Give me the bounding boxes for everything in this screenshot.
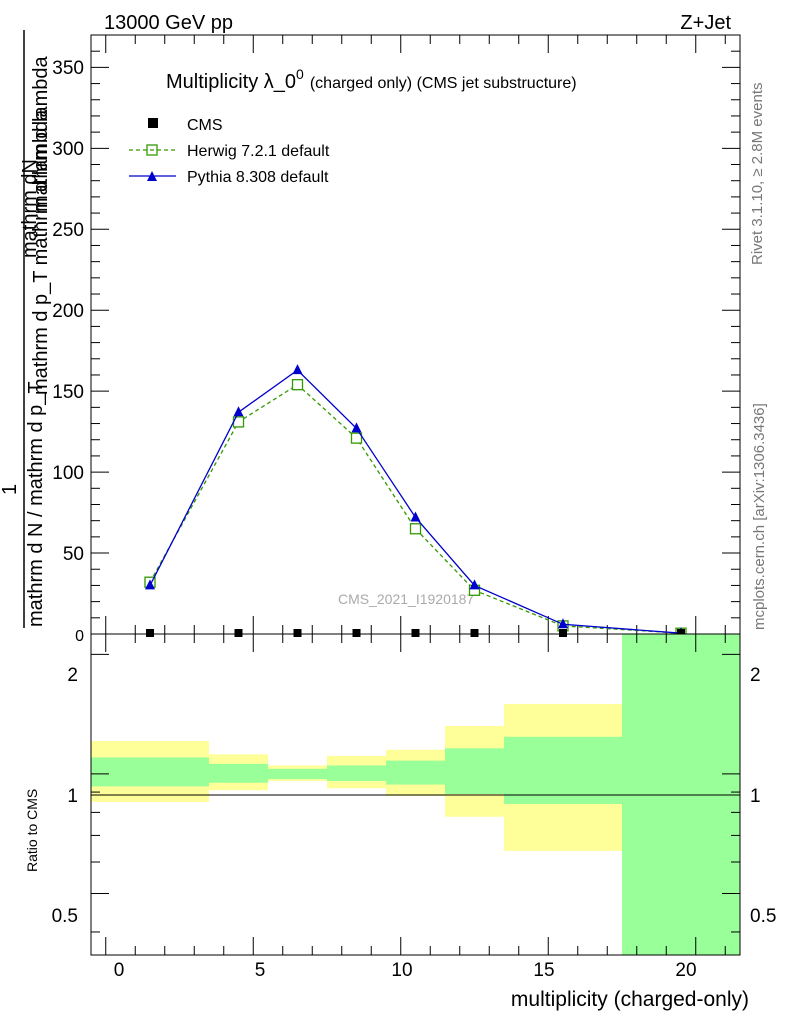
x-tick-label: 0	[114, 960, 125, 981]
legend-label-cms: CMS	[187, 117, 223, 134]
x-tick-label: 10	[391, 960, 412, 981]
y-label-lambda: mathrm d lambda	[30, 56, 52, 212]
chart-title: Multiplicity λ_00 (charged only) (CMS jet…	[166, 66, 577, 93]
y-tick-label-zero: 0	[75, 628, 84, 645]
series-pythia-line	[149, 369, 682, 634]
x-tick-label: 20	[675, 960, 696, 981]
y-tick-label: 250	[52, 220, 84, 241]
main-y-axis-label: mathrm dN mathrm d lambda mathrm d p_T m…	[0, 30, 52, 628]
data-point	[293, 629, 302, 637]
legend-marker-herwig	[146, 144, 158, 156]
data-point	[291, 379, 304, 391]
data-point	[234, 629, 243, 637]
data-point	[677, 629, 685, 637]
data-point	[409, 523, 422, 535]
y-label-one: 1	[0, 484, 21, 495]
ratio-y-tick-label-right: 0.5	[750, 906, 776, 927]
y-tick-label: 200	[52, 301, 84, 322]
series-herwig-line	[149, 383, 682, 634]
main-ticks	[91, 35, 740, 635]
series-pythia	[145, 364, 686, 638]
main-panel: 50 100 150 200 250 300 350 0 mathrm dN m…	[0, 30, 741, 645]
legend-label-pythia: Pythia 8.308 default	[187, 169, 329, 186]
ratio-band-inner	[91, 757, 209, 787]
legend-marker-pythia	[147, 171, 157, 181]
data-point	[352, 629, 361, 637]
data-point	[146, 629, 154, 637]
data-point	[351, 422, 362, 433]
ratio-ticks	[91, 634, 740, 955]
legend-marker-cms	[148, 118, 158, 128]
ratio-y-axis-label: Ratio to CMS	[24, 789, 40, 872]
ratio-y-tick-label: 0.5	[52, 906, 78, 927]
y-label-pt: mathrm d p_T mathrm d lambda	[30, 109, 52, 395]
data-point	[292, 364, 303, 375]
y-tick-label: 100	[52, 463, 84, 484]
x-axis-label: multiplicity (charged-only)	[511, 988, 749, 1011]
data-point	[145, 579, 155, 590]
ratio-band-inner	[445, 748, 504, 794]
y-tick-label: 300	[52, 139, 84, 160]
ratio-band-inner	[209, 763, 268, 783]
rivet-version-label: Rivet 3.1.10, ≥ 2.8M events	[749, 83, 766, 266]
y-tick-label: 350	[52, 58, 84, 79]
ratio-band-inner	[268, 768, 327, 780]
legend-label-herwig: Herwig 7.2.1 default	[187, 143, 330, 160]
data-point	[558, 618, 568, 629]
ratio-y-tick-label: 2	[67, 665, 78, 686]
data-point	[411, 629, 420, 637]
legend: CMS Herwig 7.2.1 default Pythia 8.308 de…	[129, 117, 330, 186]
energy-label: 13000 GeV pp	[104, 12, 233, 34]
y-label-denominator: mathrm d N / mathrm d p_T	[25, 381, 47, 627]
ratio-band-inner	[504, 736, 622, 804]
data-point	[559, 629, 567, 637]
data-point	[469, 579, 480, 590]
data-point	[233, 406, 244, 417]
process-label: Z+Jet	[680, 12, 731, 34]
title-sub: (charged only) (CMS jet substructure)	[310, 75, 577, 92]
mcplots-label: mcplots.cern.ch [arXiv:1306.3436]	[751, 403, 768, 630]
title-main: Multiplicity λ_0	[166, 71, 296, 93]
y-tick-label: 150	[52, 382, 84, 403]
ratio-y-tick-label: 1	[67, 786, 78, 807]
main-y-tick-labels: 50 100 150 200 250 300 350 0	[52, 58, 84, 645]
ratio-panel: 0.5 1 2 0.5 1 2 Ratio to CMS 0 5 10 15 2…	[24, 633, 776, 1011]
ratio-band-inner	[327, 765, 386, 781]
ratio-band-inner	[386, 760, 445, 785]
x-tick-label: 5	[255, 960, 266, 981]
data-point	[410, 511, 421, 522]
y-tick-label: 50	[63, 544, 84, 565]
analysis-watermark: CMS_2021_I1920187	[338, 591, 474, 607]
series-cms	[146, 629, 685, 637]
title-sup: 0	[296, 66, 304, 82]
x-tick-label: 15	[533, 960, 554, 981]
ratio-y-tick-label-right: 2	[750, 665, 761, 686]
data-point	[350, 432, 363, 444]
data-point	[470, 629, 479, 637]
ratio-y-tick-label-right: 1	[750, 786, 761, 807]
